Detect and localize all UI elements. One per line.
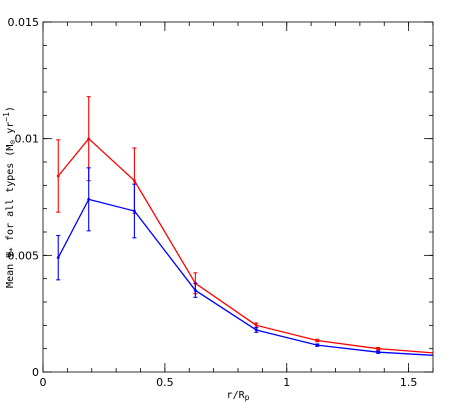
y-axis-label: Mean Ψ* for all types (M⊙ yr−1) [2,106,17,288]
data-point [315,343,319,347]
series-layer [56,96,441,357]
x-tick-label: 1.5 [400,376,418,389]
y-tick-label: 0.005 [8,249,40,262]
y-tick-label: 0.01 [15,133,40,146]
y-tick-label: 0 [32,366,39,379]
data-point [56,256,60,260]
series-1 [56,96,441,355]
x-axis-label: r/Rp [227,390,250,402]
data-point [133,179,136,183]
x-tick-label: 1 [283,376,290,389]
tick-labels: 0 0.5 1 1.5 0 0.005 0.01 0.015 [8,16,418,389]
series-line [57,198,433,356]
x-tick-label: 0.5 [156,376,174,389]
minor-ticks [42,21,434,373]
data-point [438,352,441,355]
x-tick-label: 0 [40,376,47,389]
data-point [254,323,258,327]
y-tick-label: 0.015 [8,16,40,29]
series-2 [56,167,441,357]
data-point [315,339,319,342]
major-ticks [42,21,433,373]
data-point [87,137,91,141]
data-point [376,347,380,351]
data-point [56,174,60,178]
data-point [193,288,197,292]
data-point [133,209,136,213]
series-line [57,137,433,354]
data-point [376,350,380,354]
data-point [438,354,441,357]
data-point [254,328,258,332]
plot-frame [42,21,434,373]
data-point [87,197,91,201]
